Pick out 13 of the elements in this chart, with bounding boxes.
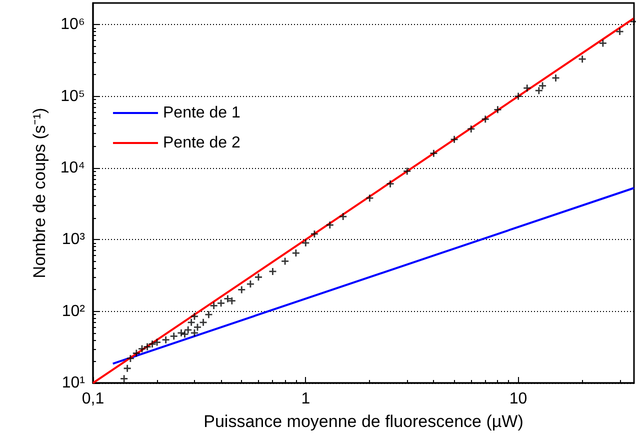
y-tick-label: 10⁴: [60, 159, 86, 176]
legend-label: Pente de 2: [163, 134, 240, 152]
y-tick-label: 10¹: [62, 374, 85, 392]
x-axis-title: Puissance moyenne de fluorescence (µW): [204, 412, 524, 431]
x-tick-label: 0,1: [82, 390, 104, 408]
y-axis-title: Nombre de coups (s⁻¹): [30, 108, 49, 278]
x-tick-label: 1: [301, 390, 310, 408]
y-tick-label: 10⁶: [60, 16, 85, 34]
x-tick-label: 10: [509, 390, 528, 408]
legend-label: Pente de 1: [163, 104, 240, 122]
y-tick-label: 10⁵: [60, 88, 85, 105]
y-tick-label: 10³: [62, 231, 86, 248]
y-tick-label: 10²: [62, 302, 86, 320]
